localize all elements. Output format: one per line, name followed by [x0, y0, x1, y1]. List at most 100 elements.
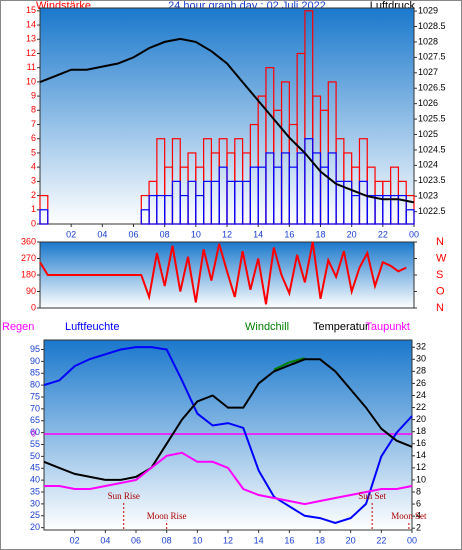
y-tick-label: 80	[30, 380, 40, 390]
y2-tick-label: 1025	[418, 129, 438, 139]
x-tick-label: 12	[222, 229, 232, 239]
y-tick-label: 11	[27, 62, 36, 72]
y2-tick-label: 20	[416, 414, 426, 424]
y2-tick-label: N	[436, 236, 444, 248]
line	[43, 358, 413, 481]
y-tick-label: 90	[26, 286, 36, 296]
y-tick-label: 70	[30, 403, 40, 413]
y-tick-label: 10	[26, 76, 36, 86]
y2-tick-label: 30	[416, 354, 426, 364]
plot-area	[43, 339, 413, 531]
y2-tick-label: 8	[416, 486, 421, 496]
line	[39, 241, 407, 305]
y2-tick-label: 32	[416, 342, 426, 352]
y-tick-label: 75	[30, 391, 40, 401]
y-tick-label: 15	[26, 5, 36, 15]
y2-tick-label: 1029	[418, 5, 438, 15]
x-tick-label: 18	[315, 535, 325, 545]
x-tick-label: 02	[70, 535, 80, 545]
y-tick-label: 0	[31, 218, 36, 228]
y2-tick-label: 16	[416, 438, 426, 448]
x-tick-label: 14	[253, 229, 263, 239]
y-tick-label: 13	[26, 34, 36, 44]
x-tick-label: 00	[409, 229, 419, 239]
y2-tick-label: 1023.5	[418, 175, 446, 185]
reference-label: 0	[31, 428, 36, 438]
y2-axis-title: Luftdruck	[370, 0, 416, 12]
line	[44, 451, 413, 506]
y-tick-label: 1	[31, 204, 36, 214]
legend-entry: Temperatur	[313, 321, 369, 333]
line	[39, 37, 415, 204]
y-tick-label: 6	[31, 133, 36, 143]
chart-title: 24 hour graph day : 02 Juli 2022	[168, 0, 326, 12]
y-tick-label: 40	[30, 475, 40, 485]
y-tick-label: 45	[30, 463, 40, 473]
y2-tick-label: 26	[416, 378, 426, 388]
y-tick-label: 50	[30, 451, 40, 461]
y-tick-label: 55	[30, 439, 40, 449]
y-tick-label: 60	[30, 427, 40, 437]
y2-tick-label: 1027	[418, 67, 438, 77]
x-tick-label: 12	[223, 535, 233, 545]
y-tick-label: 2	[31, 190, 36, 200]
y2-tick-label: 1028.5	[418, 21, 446, 31]
y-tick-label: 0	[31, 302, 36, 312]
line	[273, 357, 305, 371]
y2-tick-label: 22	[416, 402, 426, 412]
y2-tick-label: O	[436, 285, 445, 297]
y-tick-label: 95	[30, 344, 40, 354]
y2-tick-label: 4	[416, 511, 421, 521]
event-label: Sun Rise	[108, 491, 140, 501]
x-tick-label: 06	[131, 535, 141, 545]
y-tick-label: 25	[30, 510, 40, 520]
legend-entry: Windchill	[245, 321, 289, 333]
y-tick-label: 90	[30, 356, 40, 366]
y2-tick-label: 6	[416, 498, 421, 508]
y2-tick-label: W	[436, 252, 447, 264]
y2-tick-label: 28	[416, 366, 426, 376]
y-tick-label: 85	[30, 368, 40, 378]
y2-tick-label: 1025.5	[418, 113, 446, 123]
y2-tick-label: 1026.5	[418, 83, 446, 93]
x-tick-label: 18	[315, 229, 325, 239]
y2-tick-label: S	[436, 269, 443, 281]
y-tick-label: 9	[31, 90, 36, 100]
y-tick-label: 4	[31, 162, 36, 172]
line	[43, 346, 413, 524]
x-tick-label: 20	[347, 229, 357, 239]
y-tick-label: 7	[31, 119, 36, 129]
y2-tick-label: 1023	[418, 191, 438, 201]
y2-tick-label: 18	[416, 426, 426, 436]
y-tick-label: 20	[30, 522, 40, 532]
x-tick-label: 04	[100, 535, 110, 545]
y2-tick-label: 12	[416, 462, 426, 472]
y2-tick-label: 1024	[418, 160, 438, 170]
y2-tick-label: 10	[416, 474, 426, 484]
y2-tick-label: 1024.5	[418, 144, 446, 154]
y2-tick-label: N	[436, 302, 444, 314]
x-tick-label: 10	[191, 229, 201, 239]
x-tick-label: 22	[376, 535, 386, 545]
y-tick-label: 360	[21, 236, 36, 246]
bar	[405, 209, 415, 225]
legend-entry: Taupunkt	[365, 321, 410, 333]
y-tick-label: 180	[21, 269, 36, 279]
y2-tick-label: 1027.5	[418, 52, 446, 62]
x-tick-label: 20	[346, 535, 356, 545]
event-label: Sun Set	[358, 491, 386, 501]
x-tick-label: 16	[284, 535, 294, 545]
x-tick-label: 22	[378, 229, 388, 239]
x-tick-label: 02	[66, 229, 76, 239]
y-tick-label: 30	[30, 498, 40, 508]
y2-tick-label: 24	[416, 390, 426, 400]
rain-label: Regen	[2, 321, 34, 333]
y-tick-label: 3	[31, 176, 36, 186]
y2-tick-label: 1022.5	[418, 206, 446, 216]
x-tick-label: 06	[128, 229, 138, 239]
y-tick-label: 5	[31, 147, 36, 157]
x-tick-label: 00	[407, 535, 417, 545]
event-label: Moon Rise	[147, 511, 187, 521]
